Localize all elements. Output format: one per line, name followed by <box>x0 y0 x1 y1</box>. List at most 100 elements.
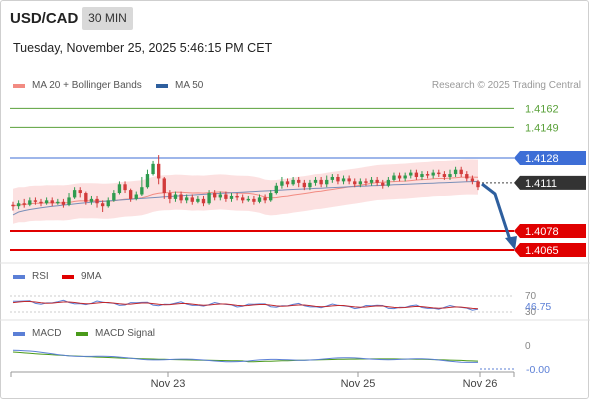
macd-tick-0: 0 <box>525 341 531 352</box>
level-tag <box>514 224 586 238</box>
legend-swatch-ma50 <box>156 84 168 88</box>
candle-body <box>347 178 351 182</box>
candle-body <box>448 174 452 177</box>
candle-body <box>442 174 447 177</box>
rsi-tick-30: 30 <box>525 307 537 318</box>
candle-body <box>319 179 323 185</box>
level-label: 1.4065 <box>525 245 559 257</box>
candle-body <box>207 193 211 204</box>
candle-body <box>67 197 71 205</box>
candle-body <box>358 181 363 185</box>
macd-signal-line <box>12 351 479 363</box>
legend-swatch-macd <box>13 332 25 336</box>
legend-swatch-rsi <box>13 275 25 279</box>
rsi-9ma-line <box>12 301 479 310</box>
candle-body <box>459 169 463 175</box>
level-label: 1.4078 <box>525 226 559 238</box>
candle-body <box>156 163 161 179</box>
candle-body <box>224 194 228 199</box>
candle-body <box>179 194 183 201</box>
candle-body <box>106 200 110 207</box>
attribution: Research © 2025 Trading Central <box>431 80 581 91</box>
x-axis-label: Nov 26 <box>463 378 498 390</box>
candle-body <box>386 179 391 186</box>
candle-body <box>425 174 430 176</box>
candle-body <box>89 198 94 202</box>
candle-body <box>330 176 335 180</box>
candle-body <box>252 198 256 202</box>
candle-body <box>420 174 424 177</box>
candle-body <box>414 172 419 177</box>
ma50-line <box>12 180 479 216</box>
legend-ma20-label: MA 20 + Bollinger Bands <box>32 80 142 91</box>
legend-swatch-9ma <box>62 275 74 279</box>
legend-macd-label: MACD <box>32 328 62 339</box>
legend-swatch-ma20 <box>13 84 25 88</box>
candle-body <box>369 179 374 183</box>
candle-body <box>381 182 385 186</box>
legend-ma50-label: MA 50 <box>175 80 204 91</box>
candle-body <box>61 201 66 205</box>
level-label: 1.4128 <box>525 153 559 165</box>
level-tag <box>514 175 586 190</box>
candle-body <box>257 197 262 202</box>
candle-body <box>353 181 357 185</box>
forecast-arrow <box>481 182 513 244</box>
candle-body <box>84 193 88 202</box>
candle-body <box>375 179 379 183</box>
candle-body <box>431 172 435 176</box>
legend-macd-signal-label: MACD Signal <box>95 328 156 339</box>
candle-body <box>213 193 217 198</box>
macd-line <box>12 349 478 363</box>
candle-body <box>235 195 239 198</box>
candle-body <box>173 194 178 199</box>
candle-body <box>201 198 206 204</box>
candle-body <box>95 198 99 204</box>
candle-body <box>465 174 469 179</box>
candle-body <box>196 198 200 202</box>
candle-body <box>44 200 49 204</box>
candle-body <box>56 201 60 204</box>
x-axis-label: Nov 25 <box>341 378 376 390</box>
candle-body <box>476 181 480 188</box>
rsi-value: 46.75 <box>525 301 551 313</box>
candle-body <box>246 198 250 201</box>
candle-body <box>297 179 301 183</box>
legend-swatch-macd-signal <box>76 332 88 336</box>
candle-body <box>241 197 245 201</box>
candle-body <box>364 181 368 183</box>
candle-body <box>392 175 396 180</box>
candle-body <box>470 178 475 182</box>
candle-body <box>72 190 77 198</box>
candle-body <box>291 179 295 185</box>
level-label: 1.4111 <box>525 178 557 190</box>
candle-body <box>341 178 346 182</box>
candle-body <box>22 203 26 205</box>
interval-badge[interactable]: 30 MIN <box>82 7 133 30</box>
candle-body <box>184 197 189 201</box>
level-tag <box>514 242 586 257</box>
candle-body <box>437 172 441 175</box>
candle-body <box>336 176 340 182</box>
candle-body <box>123 184 127 191</box>
candle-body <box>78 190 82 194</box>
candle-body <box>11 204 15 207</box>
level-tag <box>514 151 586 165</box>
candle-body <box>50 200 54 204</box>
level-label: 1.4149 <box>525 122 559 134</box>
candle-body <box>128 190 133 199</box>
candle-body <box>269 193 273 201</box>
candle-body <box>112 193 116 201</box>
candle-body <box>313 179 318 183</box>
candle-body <box>280 181 284 186</box>
candle-body <box>397 175 402 179</box>
candle-body <box>33 200 38 202</box>
candle-body <box>325 179 329 185</box>
candle-body <box>190 197 194 202</box>
candle-body <box>28 200 32 205</box>
macd-value: -0.00 <box>526 364 550 376</box>
candle-body <box>145 174 150 188</box>
candle-body <box>302 182 307 188</box>
